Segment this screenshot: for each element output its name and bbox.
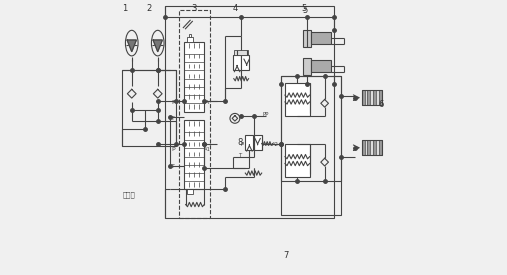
Text: 2: 2: [147, 4, 152, 13]
Bar: [311, 60, 332, 72]
Bar: [254, 135, 262, 150]
Text: 3: 3: [191, 4, 197, 13]
Bar: [376, 140, 379, 155]
Bar: [361, 90, 365, 105]
Bar: [373, 90, 376, 105]
Text: 1: 1: [122, 4, 128, 13]
Polygon shape: [127, 40, 136, 52]
Bar: [365, 140, 368, 155]
Bar: [371, 90, 373, 105]
Bar: [179, 10, 210, 218]
Bar: [311, 32, 332, 45]
Bar: [285, 83, 310, 116]
Bar: [376, 90, 379, 105]
Bar: [373, 140, 376, 155]
Bar: [365, 90, 368, 105]
Text: 5: 5: [303, 6, 308, 15]
Bar: [368, 140, 371, 155]
Bar: [361, 140, 365, 155]
Bar: [184, 120, 204, 189]
Text: T: T: [171, 164, 175, 169]
Text: PP: PP: [263, 112, 269, 117]
Bar: [285, 144, 310, 177]
Polygon shape: [153, 40, 162, 52]
Text: A2: A2: [272, 142, 279, 147]
Text: T: T: [171, 116, 175, 121]
Text: A1: A1: [204, 147, 211, 152]
Bar: [303, 58, 311, 75]
Bar: [361, 90, 382, 105]
Bar: [184, 42, 204, 111]
Bar: [281, 76, 341, 216]
Bar: [303, 30, 311, 47]
Text: P: P: [171, 147, 175, 152]
Bar: [241, 56, 249, 70]
Text: A: A: [205, 100, 209, 105]
Text: P: P: [171, 100, 175, 105]
Text: 6: 6: [378, 100, 383, 109]
Text: 5: 5: [301, 4, 306, 13]
Text: 8: 8: [237, 139, 242, 147]
Bar: [189, 34, 191, 37]
Text: T: T: [238, 153, 241, 158]
Bar: [233, 56, 241, 70]
Bar: [361, 140, 382, 155]
Text: 4: 4: [232, 4, 237, 13]
Text: 7: 7: [283, 251, 288, 260]
Bar: [371, 140, 373, 155]
Bar: [165, 6, 334, 218]
Bar: [368, 90, 371, 105]
Bar: [379, 140, 382, 155]
Bar: [187, 37, 193, 42]
Bar: [379, 90, 382, 105]
Bar: [245, 135, 254, 150]
Text: P: P: [240, 142, 243, 147]
Bar: [122, 70, 175, 146]
Text: 泄压口: 泄压口: [122, 192, 135, 198]
Bar: [187, 189, 193, 194]
Bar: [234, 50, 248, 56]
